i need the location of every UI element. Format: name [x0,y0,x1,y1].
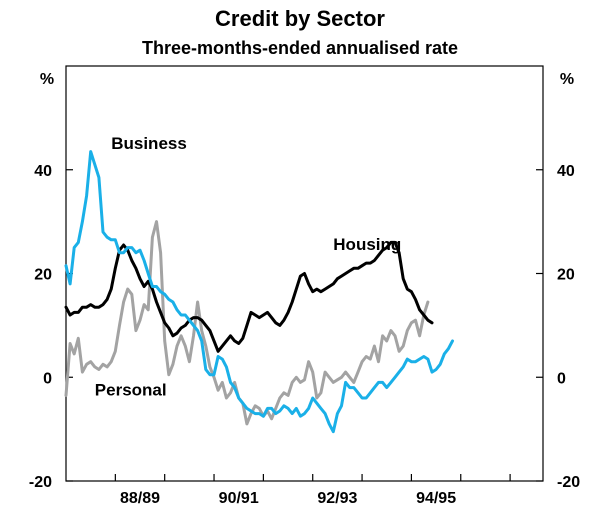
y-tick-label-right: -20 [557,474,580,491]
y-tick-label-right: 20 [557,267,575,284]
y-tick-label-left: 0 [43,370,52,387]
y-tick-label-left: 40 [34,163,52,180]
y-tick-label-left: 20 [34,267,52,284]
x-tick-label: 90/91 [219,490,259,507]
y-tick-label-right: 0 [557,370,566,387]
series-label-housing: Housing [333,235,401,254]
x-tick-label: 92/93 [317,490,357,507]
x-tick-label: 88/89 [120,490,160,507]
y-axis-label-right: % [560,71,574,88]
series-label-personal: Personal [95,380,167,399]
y-tick-label-left: -20 [29,474,52,491]
x-axis: 88/89 90/91 92/93 94/95 [114,474,511,507]
series-line-personal [64,220,430,426]
series-line-business [64,150,454,434]
x-tick-label: 94/95 [416,490,456,507]
series-line-housing [64,240,434,353]
y-tick-label-right: 40 [557,163,575,180]
chart-title: Credit by Sector [215,6,385,31]
chart-subtitle: Three-months-ended annualised rate [141,38,459,58]
y-axis: -20 -20 0 0 20 20 40 40 [29,163,580,491]
y-axis-label-left: % [40,71,54,88]
series-group [64,150,454,434]
series-label-business: Business [111,134,187,153]
series-labels: Business Housing Personal [95,134,402,399]
